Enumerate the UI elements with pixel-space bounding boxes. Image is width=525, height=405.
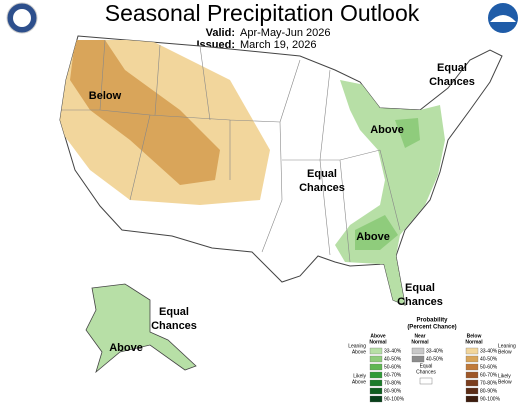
legend-swatch xyxy=(369,347,383,355)
legend-heading: Near xyxy=(414,333,425,339)
legend-side-label: Leaning xyxy=(498,343,516,349)
legend-swatch xyxy=(369,371,383,379)
title: Seasonal Precipitation Outlook xyxy=(105,0,420,26)
legend-range: 33-40% xyxy=(480,348,498,354)
alaska xyxy=(85,283,197,374)
legend-swatch xyxy=(411,355,425,363)
legend-range: 90-100% xyxy=(384,396,405,402)
legend-range: 40-50% xyxy=(426,356,444,362)
legend-side-label: Likely xyxy=(498,373,511,379)
legend-range: 50-60% xyxy=(384,364,402,370)
legend-swatch xyxy=(465,379,479,387)
legend-range: 80-90% xyxy=(384,388,402,394)
legend-range: 60-70% xyxy=(384,372,402,378)
legend-range: 40-50% xyxy=(384,356,402,362)
below-likely-area xyxy=(70,40,220,185)
legend-swatch xyxy=(465,371,479,379)
legend-side-label: Equal xyxy=(420,363,433,369)
legend-equal-swatch xyxy=(419,377,433,385)
above-likely-area xyxy=(395,118,420,148)
legend-subtitle: (Percent Chance) xyxy=(407,325,456,331)
legend-swatch xyxy=(465,363,479,371)
above-likely-area xyxy=(355,215,398,250)
issued: March 19, 2026 xyxy=(240,39,316,51)
legend-side-label: Chances xyxy=(416,369,436,375)
legend-range: 70-80% xyxy=(384,380,402,386)
state-lines xyxy=(60,39,401,263)
legend: Probability(Percent Chance)AboveNormal33… xyxy=(348,318,516,403)
noaa-logo-bird xyxy=(490,15,516,22)
legend-heading: Normal xyxy=(411,339,429,345)
map-labels: Below Above Equal Chances Equal Chances Above E… xyxy=(89,62,475,354)
legend-swatch xyxy=(465,355,479,363)
legend-range: 80-90% xyxy=(480,388,498,394)
legend-swatch xyxy=(369,363,383,371)
legend-range: 33-40% xyxy=(384,348,402,354)
map-label: Equal xyxy=(159,306,189,318)
legend-side-label: Above xyxy=(352,379,366,385)
legend-heading: Above xyxy=(370,333,386,339)
legend-range: 40-50% xyxy=(480,356,498,362)
map-label: Equal xyxy=(307,168,337,180)
map-label: Chances xyxy=(397,296,443,308)
legend-swatch xyxy=(369,379,383,387)
legend-side-label: Below xyxy=(498,349,512,355)
legend-swatch xyxy=(411,347,425,355)
map-label: Above xyxy=(356,231,390,243)
map-label: Chances xyxy=(151,320,197,332)
legend-range: 60-70% xyxy=(480,372,498,378)
map-label: Above xyxy=(109,342,143,354)
legend-swatch xyxy=(465,395,479,403)
legend-heading: Normal xyxy=(465,339,483,345)
map-label: Chances xyxy=(429,76,475,88)
legend-swatch xyxy=(369,395,383,403)
map-label: Above xyxy=(370,124,404,136)
commerce-logo-inner xyxy=(13,9,31,27)
legend-heading: Below xyxy=(467,333,482,339)
legend-swatch xyxy=(369,387,383,395)
legend-range: 70-80% xyxy=(480,380,498,386)
valid: Apr-May-Jun 2026 xyxy=(240,27,331,39)
legend-swatch xyxy=(369,355,383,363)
legend-range: 33-40% xyxy=(426,348,444,354)
legend-swatch xyxy=(465,387,479,395)
map-label: Equal xyxy=(437,62,467,74)
map-label: Equal xyxy=(405,282,435,294)
legend-side-label: Below xyxy=(498,379,512,385)
legend-side-label: Leaning xyxy=(348,343,366,349)
legend-range: 50-60% xyxy=(480,364,498,370)
valid-label: Valid: xyxy=(206,27,235,39)
legend-swatch xyxy=(465,347,479,355)
legend-side-label: Likely xyxy=(353,373,366,379)
legend-heading: Normal xyxy=(369,339,387,345)
map-label: Chances xyxy=(299,182,345,194)
legend-title: Probability xyxy=(416,318,448,324)
map-label: Below xyxy=(89,90,122,102)
legend-side-label: Above xyxy=(352,349,366,355)
legend-range: 90-100% xyxy=(480,396,501,402)
